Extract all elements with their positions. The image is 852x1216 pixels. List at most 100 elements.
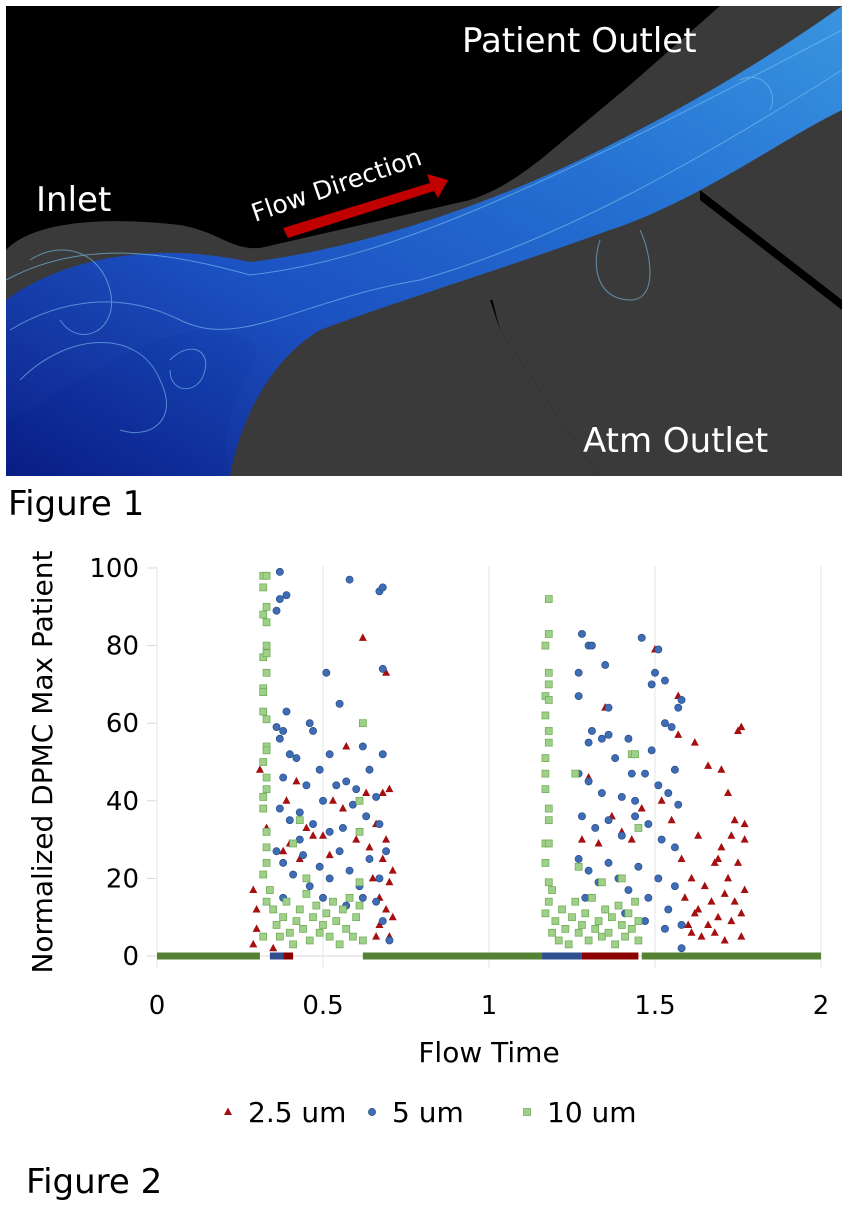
data-point — [332, 917, 341, 925]
data-point — [262, 897, 271, 906]
series-10-um — [259, 571, 643, 949]
data-point — [375, 874, 384, 883]
data-point — [252, 904, 261, 913]
data-point — [558, 905, 566, 914]
data-point — [338, 824, 347, 832]
data-point — [634, 917, 643, 925]
data-point — [544, 839, 553, 848]
data-point — [259, 793, 268, 801]
data-point — [365, 765, 374, 774]
data-point — [378, 788, 387, 797]
data-point — [302, 823, 311, 831]
data-point — [644, 820, 653, 829]
data-point — [584, 866, 593, 875]
data-point — [262, 843, 271, 852]
legend-marker-square — [523, 1108, 531, 1116]
data-point — [634, 936, 643, 945]
data-point — [345, 893, 354, 902]
data-point — [279, 913, 288, 922]
data-point — [674, 703, 683, 712]
data-point — [262, 571, 271, 580]
data-point — [654, 781, 663, 790]
data-point — [342, 777, 351, 786]
data-point — [259, 932, 268, 941]
data-point — [375, 820, 384, 829]
data-point — [378, 750, 387, 759]
data-point — [365, 842, 374, 851]
data-point — [295, 905, 304, 914]
data-point — [305, 882, 314, 891]
data-point — [714, 912, 723, 921]
data-point — [717, 765, 726, 773]
data-point — [382, 835, 391, 843]
data-point — [724, 873, 733, 882]
data-point — [624, 734, 633, 743]
data-point — [578, 812, 586, 821]
data-point — [740, 835, 749, 843]
data-point — [325, 827, 334, 836]
data-point — [266, 886, 274, 894]
data-point — [730, 815, 739, 824]
data-point — [378, 583, 387, 592]
data-point — [282, 591, 291, 600]
data-point — [624, 909, 633, 918]
data-point — [667, 723, 676, 732]
legend-label: 5 um — [392, 1096, 464, 1129]
data-point — [275, 595, 284, 603]
data-point — [657, 835, 666, 844]
grid-lines — [147, 566, 822, 968]
data-point — [544, 816, 553, 825]
data-point — [275, 932, 284, 941]
data-point — [634, 862, 643, 871]
data-point — [587, 727, 596, 735]
zero-band-segment — [157, 952, 260, 960]
data-point — [372, 897, 381, 906]
data-point — [597, 789, 606, 797]
data-point — [335, 940, 344, 949]
data-point — [574, 692, 583, 700]
data-point — [687, 928, 696, 936]
data-point — [249, 939, 258, 948]
data-point — [670, 765, 679, 774]
data-point — [292, 776, 301, 785]
data-point — [544, 738, 553, 747]
data-point — [388, 912, 397, 921]
data-point — [259, 583, 268, 592]
data-point — [322, 909, 331, 918]
data-point — [259, 610, 268, 619]
data-point — [252, 924, 261, 932]
data-point — [262, 618, 271, 627]
data-point — [548, 886, 556, 894]
y-tick-label: 20 — [106, 864, 139, 894]
series-2-5-um — [249, 633, 749, 952]
data-point — [259, 707, 268, 716]
data-point — [574, 855, 583, 863]
data-point — [670, 882, 679, 891]
data-point — [349, 932, 357, 941]
data-point — [544, 630, 553, 638]
data-point — [329, 897, 337, 906]
y-tick-label: 80 — [106, 632, 139, 662]
data-point — [544, 878, 553, 887]
data-point — [322, 668, 331, 677]
data-point — [259, 870, 268, 879]
data-point — [544, 668, 553, 677]
data-point — [262, 785, 271, 794]
data-point — [279, 846, 288, 855]
data-point — [597, 734, 606, 743]
data-point — [305, 936, 314, 945]
data-point — [564, 940, 573, 949]
data-point — [694, 904, 703, 913]
data-point — [295, 808, 304, 817]
data-point — [724, 788, 733, 797]
data-point — [601, 661, 610, 669]
data-point — [358, 742, 367, 751]
data-point — [714, 854, 723, 862]
data-point — [720, 935, 729, 944]
legend-label: 2.5 um — [248, 1096, 346, 1129]
data-point — [680, 893, 689, 901]
data-point — [259, 688, 268, 697]
data-point — [372, 932, 381, 940]
data-point — [598, 932, 606, 941]
data-point — [677, 921, 686, 929]
